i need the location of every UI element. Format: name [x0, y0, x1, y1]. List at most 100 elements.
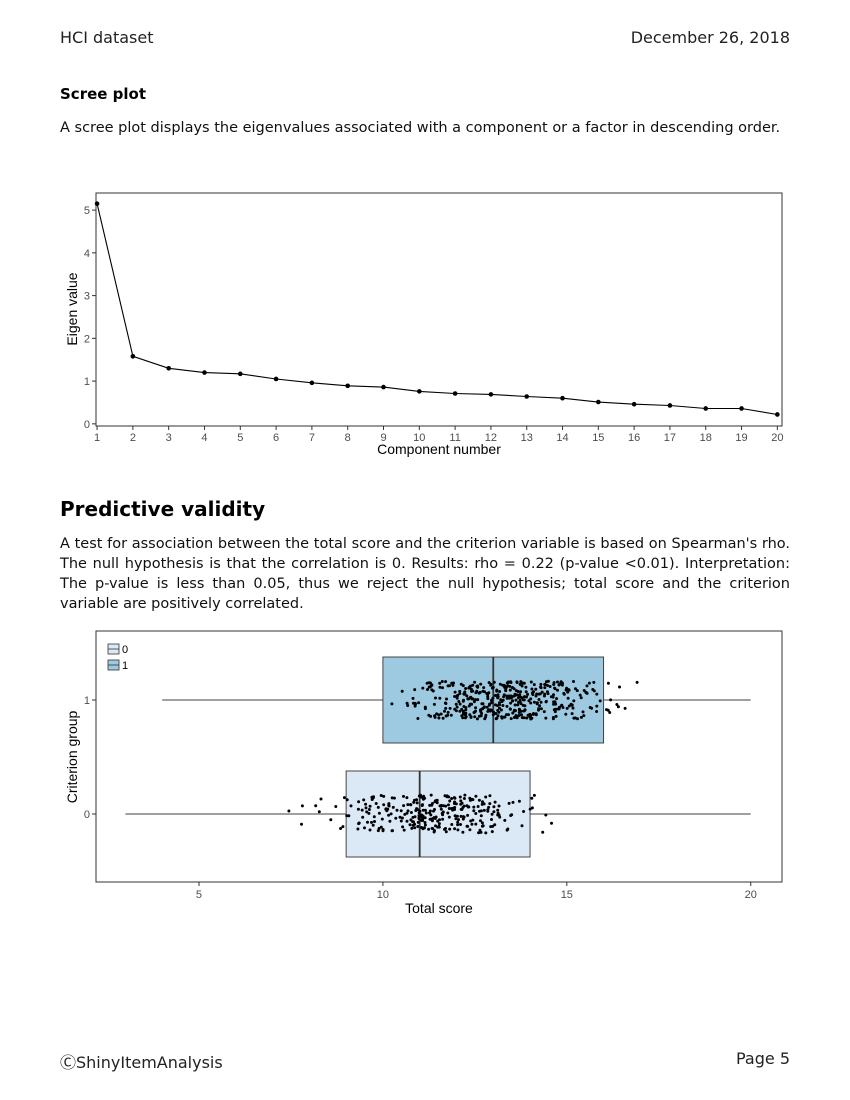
- jitter-point-group-1: [529, 680, 533, 684]
- scree-y-tick-label: 1: [84, 376, 90, 388]
- jitter-point-group-1: [565, 706, 569, 710]
- jitter-point-group-0: [459, 814, 463, 818]
- jitter-point-group-0: [441, 817, 445, 821]
- scree-y-tick-label: 2: [84, 333, 90, 345]
- jitter-point-group-1: [440, 680, 444, 683]
- jitter-point-group-1: [529, 697, 533, 701]
- jitter-point-group-1: [567, 704, 571, 708]
- jitter-point-group-0: [357, 821, 361, 825]
- scree-point: [524, 394, 530, 399]
- jitter-point-group-1: [443, 701, 447, 705]
- jitter-point-group-1: [544, 716, 548, 720]
- jitter-point-group-1: [534, 687, 538, 691]
- jitter-point-group-1: [570, 712, 574, 716]
- jitter-point-group-1: [446, 710, 450, 714]
- jitter-point-group-0: [389, 812, 393, 816]
- jitter-point-group-0: [408, 823, 412, 827]
- scree-point: [703, 406, 709, 411]
- jitter-point-group-0: [363, 826, 366, 830]
- jitter-point-group-1: [554, 707, 558, 711]
- jitter-point-group-0: [421, 803, 424, 807]
- boxplot-y-tick-label: 1: [84, 695, 90, 707]
- jitter-point-group-0: [342, 796, 346, 800]
- jitter-point-group-1: [498, 690, 502, 693]
- jitter-point-group-1: [572, 680, 575, 683]
- jitter-point-group-0: [387, 804, 391, 808]
- jitter-point-group-1: [556, 688, 559, 692]
- scree-x-tick-label: 18: [700, 432, 712, 444]
- jitter-point-group-0: [387, 802, 391, 806]
- boxplot-y-axis-label: Criterion group: [64, 710, 80, 803]
- jitter-point-group-1: [455, 705, 459, 709]
- jitter-point-group-0: [482, 808, 486, 812]
- jitter-point-group-0: [447, 803, 450, 807]
- jitter-point-group-1: [511, 699, 515, 703]
- jitter-point-group-1: [475, 717, 479, 721]
- jitter-point-group-0: [372, 795, 375, 799]
- jitter-point-group-0: [411, 820, 415, 824]
- jitter-point-group-1: [475, 689, 479, 693]
- jitter-point-group-0: [428, 817, 432, 821]
- running-header-title: HCI dataset: [60, 28, 154, 47]
- jitter-point-group-1: [479, 682, 483, 686]
- jitter-point-group-1: [462, 692, 466, 696]
- jitter-point-group-1: [406, 704, 410, 707]
- jitter-point-group-1: [501, 704, 505, 707]
- jitter-point-group-1: [606, 681, 610, 685]
- jitter-point-group-0: [364, 802, 368, 806]
- jitter-point-group-1: [539, 682, 543, 686]
- jitter-point-group-0: [371, 823, 375, 827]
- jitter-point-group-1: [496, 693, 500, 697]
- jitter-point-group-1: [459, 682, 463, 686]
- jitter-point-group-0: [405, 811, 409, 815]
- jitter-point-group-1: [553, 686, 557, 690]
- jitter-point-group-0: [400, 816, 404, 820]
- jitter-point-group-1: [585, 684, 589, 688]
- jitter-point-group-0: [433, 829, 436, 833]
- jitter-point-group-0: [434, 824, 437, 828]
- scree-x-axis-label: Component number: [377, 441, 501, 457]
- jitter-point-group-1: [534, 694, 538, 698]
- jitter-point-group-0: [345, 798, 349, 802]
- jitter-point-group-0: [505, 828, 509, 832]
- jitter-point-group-0: [480, 824, 484, 828]
- jitter-point-group-1: [518, 698, 522, 702]
- boxplot-x-tick-label: 15: [561, 889, 573, 901]
- jitter-point-group-0: [472, 809, 476, 813]
- jitter-point-group-1: [458, 702, 462, 706]
- jitter-point-group-1: [478, 708, 482, 712]
- scree-x-tick-label: 5: [237, 432, 243, 444]
- jitter-point-group-0: [368, 828, 372, 832]
- jitter-point-group-0: [541, 830, 545, 834]
- jitter-point-group-0: [441, 810, 445, 814]
- jitter-point-group-1: [439, 712, 443, 716]
- scree-x-tick-label: 12: [485, 432, 497, 444]
- jitter-point-group-0: [480, 802, 484, 806]
- jitter-point-group-1: [582, 714, 586, 718]
- jitter-point-group-0: [462, 797, 466, 800]
- jitter-point-group-0: [423, 808, 427, 812]
- scree-y-axis-label: Eigen value: [64, 272, 80, 345]
- jitter-point-group-1: [504, 689, 508, 693]
- scree-x-tick-label: 19: [735, 432, 747, 444]
- jitter-point-group-1: [494, 712, 498, 715]
- jitter-point-group-0: [367, 811, 371, 815]
- scree-point: [631, 401, 637, 407]
- jitter-point-group-0: [433, 817, 437, 820]
- jitter-point-group-0: [379, 825, 383, 829]
- jitter-point-group-1: [553, 710, 557, 714]
- jitter-point-group-0: [391, 805, 395, 809]
- jitter-point-group-0: [413, 815, 417, 819]
- jitter-point-group-0: [492, 805, 496, 809]
- jitter-point-group-1: [524, 690, 528, 694]
- jitter-point-group-0: [471, 818, 475, 822]
- jitter-point-group-1: [543, 686, 547, 690]
- jitter-point-group-0: [387, 813, 391, 817]
- jitter-point-group-1: [413, 688, 417, 692]
- jitter-point-group-0: [388, 819, 392, 823]
- jitter-point-group-1: [492, 710, 496, 714]
- jitter-point-group-1: [551, 716, 555, 719]
- jitter-point-group-1: [438, 685, 442, 689]
- jitter-point-group-1: [543, 692, 547, 696]
- scree-point: [775, 412, 780, 417]
